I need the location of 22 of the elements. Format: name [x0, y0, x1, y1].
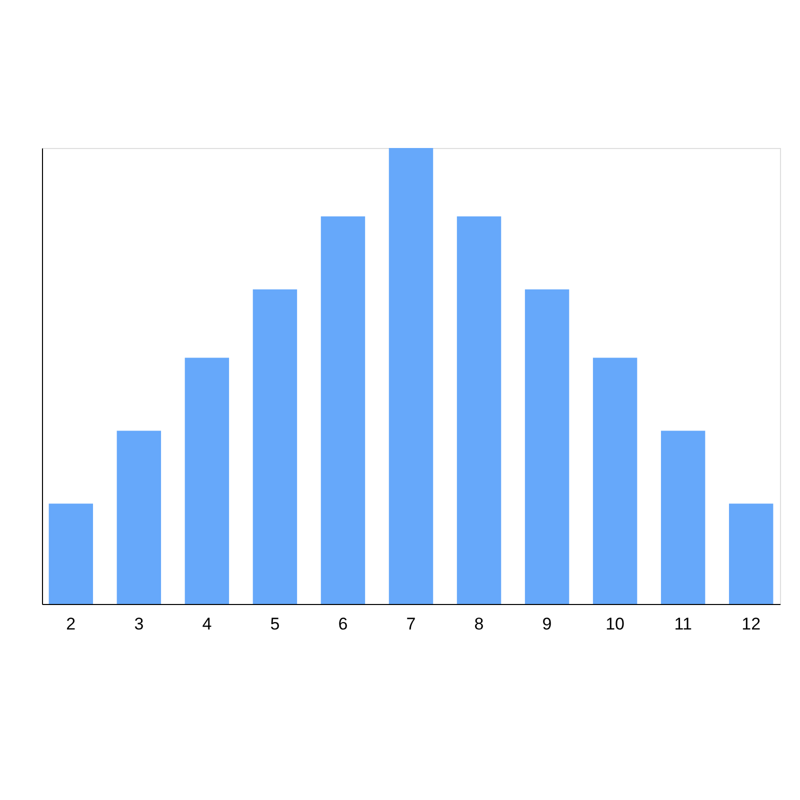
x-tick-label: 7 [406, 614, 416, 634]
x-tick-label: 11 [674, 614, 692, 634]
bar [252, 289, 298, 604]
bar [388, 148, 434, 604]
x-tick-label: 5 [270, 614, 280, 634]
x-tick-label: 9 [542, 614, 552, 634]
x-tick-label: 8 [474, 614, 484, 634]
x-tick-label: 10 [606, 614, 625, 634]
bar [728, 504, 774, 604]
bar [524, 289, 570, 604]
x-tick-label: 12 [742, 614, 761, 634]
bar [184, 358, 230, 604]
x-tick-label: 6 [338, 614, 348, 634]
bar [456, 216, 502, 604]
x-tick-label: 2 [66, 614, 76, 634]
bar [592, 358, 638, 604]
bar [660, 430, 706, 604]
bar [320, 216, 366, 604]
x-tick-label: 4 [202, 614, 212, 634]
x-tick-label: 3 [134, 614, 144, 634]
bar [116, 430, 162, 604]
bar [48, 504, 94, 604]
